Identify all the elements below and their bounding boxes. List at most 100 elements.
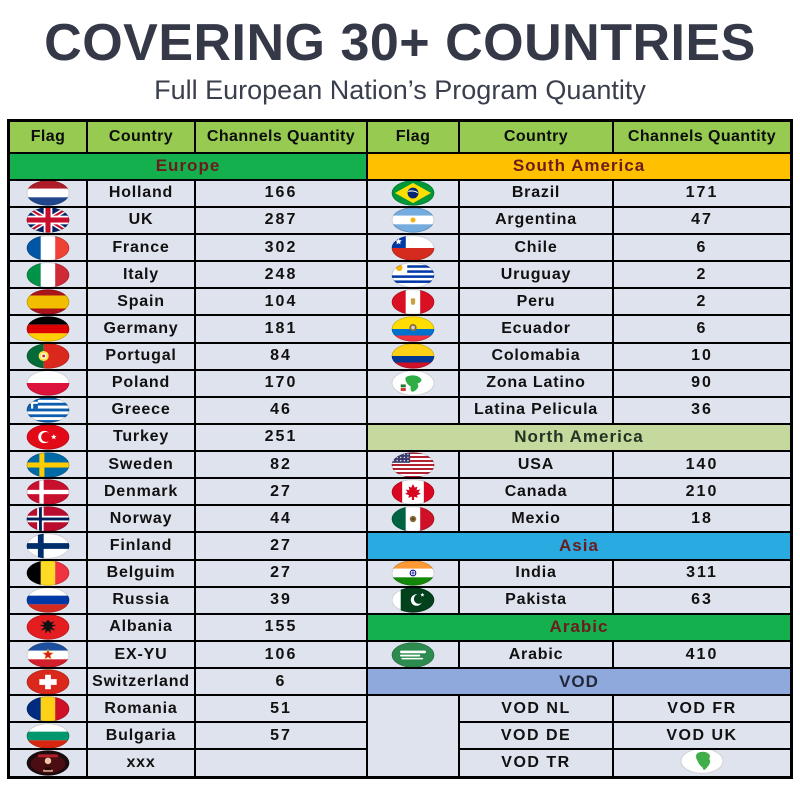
mexico-flag-icon (390, 506, 436, 532)
channels-cell: 181 (196, 316, 366, 342)
channels-cell: 248 (196, 262, 366, 288)
saudi-arabia-flag-icon (390, 641, 436, 668)
albania-flag-icon (25, 614, 71, 640)
country-cell: Arabic (460, 641, 612, 668)
channels-cell: 140 (614, 452, 790, 478)
column-header: Country (460, 121, 612, 152)
country-cell: India (460, 560, 612, 586)
channels-cell: 6 (614, 234, 790, 261)
colombia-flag-icon (390, 343, 436, 369)
channels-cell: 2 (614, 262, 790, 288)
country-cell: Denmark (88, 479, 194, 505)
section-header-vod: VOD (368, 669, 790, 695)
country-cell: Albania (88, 614, 194, 640)
vod-label-cell (614, 750, 790, 776)
vod-label-cell: VOD DE (460, 723, 612, 749)
flag-cell (10, 370, 86, 396)
channels-cell: 51 (196, 696, 366, 722)
channels-cell: 27 (196, 479, 366, 505)
uruguay-flag-icon (390, 262, 436, 288)
flag-cell (10, 560, 86, 586)
flag-cell (368, 587, 458, 613)
country-cell: Portugal (88, 343, 194, 369)
country-cell: Poland (88, 370, 194, 396)
italy-flag-icon (25, 262, 71, 288)
flag-cell (10, 750, 86, 776)
ecuador-flag-icon (390, 316, 436, 342)
france-flag-icon (25, 234, 71, 261)
country-cell: Greece (88, 397, 194, 423)
country-cell: Romania (88, 696, 194, 722)
spain-flag-icon (25, 289, 71, 315)
channels-cell: 287 (196, 207, 366, 233)
sweden-flag-icon (25, 452, 71, 478)
country-cell: Colomabia (460, 343, 612, 369)
country-cell: Mexio (460, 506, 612, 532)
xxx-flag-icon (25, 750, 71, 776)
flag-cell (368, 641, 458, 668)
brazil-flag-icon (390, 180, 436, 206)
channels-cell: 2 (614, 289, 790, 315)
country-cell: Peru (460, 289, 612, 315)
vod-label-cell: VOD TR (460, 750, 612, 776)
channels-cell: 36 (614, 397, 790, 423)
column-header: Channels Quantity (614, 121, 790, 152)
greece-flag-icon (25, 397, 71, 423)
country-cell: Pakista (460, 587, 612, 613)
country-cell: Sweden (88, 452, 194, 478)
channels-cell: 311 (614, 560, 790, 586)
peru-flag-icon (390, 289, 436, 315)
channels-cell: 90 (614, 370, 790, 396)
channels-cell: 57 (196, 723, 366, 749)
section-header-north_america: North America (368, 424, 790, 451)
country-cell: France (88, 234, 194, 261)
india-flag-icon (390, 560, 436, 586)
vod-label-cell: VOD UK (614, 723, 790, 749)
flag-cell (10, 180, 86, 206)
flag-cell (368, 370, 458, 396)
flag-cell (368, 207, 458, 233)
channels-cell: 84 (196, 343, 366, 369)
country-cell: Italy (88, 262, 194, 288)
country-cell: Switzerland (88, 669, 194, 695)
flag-cell (10, 289, 86, 315)
channels-cell: 27 (196, 560, 366, 586)
channels-cell: 18 (614, 506, 790, 532)
vod-label-cell: VOD NL (460, 696, 612, 722)
argentina-flag-icon (390, 207, 436, 233)
channels-cell (196, 750, 366, 776)
country-cell: xxx (88, 750, 194, 776)
flag-cell (368, 479, 458, 505)
country-cell: USA (460, 452, 612, 478)
flag-cell (10, 207, 86, 233)
page-title: COVERING 30+ COUNTRIES (44, 14, 756, 72)
channels-cell: 170 (196, 370, 366, 396)
flag-cell (10, 587, 86, 613)
country-cell: Zona Latino (460, 370, 612, 396)
pakistan-flag-icon (390, 587, 436, 613)
flag-cell (10, 452, 86, 478)
usa-flag-icon (390, 452, 436, 478)
channels-cell: 82 (196, 452, 366, 478)
country-cell: Turkey (88, 424, 194, 451)
country-cell: Finland (88, 533, 194, 559)
poland-flag-icon (25, 370, 71, 396)
switzerland-flag-icon (25, 669, 71, 695)
section-header-south_america: South America (368, 153, 790, 179)
finland-flag-icon (25, 533, 71, 559)
flag-cell (10, 479, 86, 505)
countries-table: Flag Country Channels Quantity Flag Country C… (7, 118, 793, 779)
turkey-flag-icon (25, 424, 71, 451)
channels-cell: 47 (614, 207, 790, 233)
flag-cell (10, 614, 86, 640)
flag-cell (10, 669, 86, 695)
channels-cell: 39 (196, 587, 366, 613)
romania-flag-icon (25, 696, 71, 722)
flag-cell (368, 343, 458, 369)
flag-cell (368, 234, 458, 261)
page-subtitle: Full European Nation’s Program Quantity (154, 74, 646, 105)
flag-cell (10, 723, 86, 749)
country-cell: Holland (88, 180, 194, 206)
channels-cell: 46 (196, 397, 366, 423)
